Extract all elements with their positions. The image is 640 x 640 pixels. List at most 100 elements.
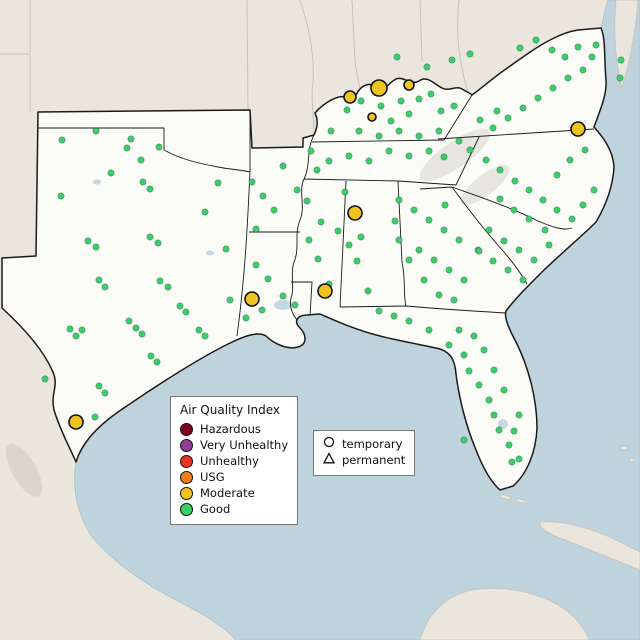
aqi-swatch-very-unhealthy bbox=[180, 438, 193, 452]
station-good bbox=[495, 426, 503, 434]
aqi-swatch-good bbox=[180, 502, 193, 516]
station-good bbox=[357, 97, 365, 105]
station-good bbox=[341, 188, 349, 196]
station-good bbox=[482, 156, 490, 164]
aqi-legend-item: Moderate bbox=[180, 485, 288, 501]
station-good bbox=[553, 171, 561, 179]
station-good bbox=[101, 389, 109, 397]
station-good bbox=[107, 169, 115, 177]
station-good bbox=[515, 246, 523, 254]
florida-keys bbox=[498, 494, 512, 500]
station-good bbox=[519, 104, 527, 112]
state-borders bbox=[38, 94, 595, 337]
station-good bbox=[357, 233, 365, 241]
station-good bbox=[395, 127, 403, 135]
station-moderate bbox=[317, 283, 333, 299]
station-good bbox=[137, 156, 145, 164]
station-good bbox=[153, 358, 161, 366]
aqi-legend-item: Good bbox=[180, 501, 288, 517]
station-good bbox=[505, 441, 513, 449]
station-good bbox=[510, 206, 518, 214]
station-good bbox=[460, 436, 468, 444]
station-good bbox=[435, 291, 443, 299]
station-good bbox=[353, 257, 361, 265]
station-good bbox=[588, 53, 596, 61]
station-good bbox=[393, 53, 401, 61]
permanent-triangle-icon bbox=[322, 452, 336, 468]
station-good bbox=[201, 208, 209, 216]
station-good bbox=[395, 196, 403, 204]
station-good bbox=[475, 381, 483, 389]
station-good bbox=[58, 136, 66, 144]
temporary-circle-icon bbox=[323, 436, 335, 452]
station-good bbox=[490, 366, 498, 374]
station-good bbox=[500, 386, 508, 394]
station-good bbox=[579, 201, 587, 209]
station-good bbox=[440, 153, 448, 161]
station-good bbox=[440, 226, 448, 234]
station-good bbox=[291, 301, 299, 309]
station-good bbox=[541, 226, 549, 234]
aqi-legend-item: USG bbox=[180, 469, 288, 485]
station-good bbox=[377, 102, 385, 110]
station-good bbox=[427, 90, 435, 98]
station-good bbox=[561, 53, 569, 61]
marker-legend-item-permanent: permanent bbox=[322, 452, 405, 468]
station-good bbox=[252, 225, 260, 233]
station-good bbox=[548, 46, 556, 54]
station-good bbox=[395, 236, 403, 244]
station-good bbox=[425, 216, 433, 224]
aqi-legend-item: Hazardous bbox=[180, 421, 288, 437]
station-good bbox=[156, 277, 164, 285]
aqi-legend-label: Good bbox=[200, 502, 231, 516]
station-good bbox=[530, 256, 538, 264]
station-good bbox=[375, 307, 383, 315]
station-good bbox=[92, 243, 100, 251]
station-good bbox=[579, 66, 587, 74]
station-good bbox=[445, 266, 453, 274]
station-good bbox=[201, 332, 209, 340]
station-good bbox=[226, 296, 234, 304]
lake-pontchartrain bbox=[274, 300, 292, 310]
station-good bbox=[176, 302, 184, 310]
station-good bbox=[455, 137, 463, 145]
station-good bbox=[57, 192, 65, 200]
station-good bbox=[138, 330, 146, 338]
station-good bbox=[616, 74, 624, 82]
station-good bbox=[545, 241, 553, 249]
station-good bbox=[391, 217, 399, 225]
aqi-swatch-usg bbox=[180, 470, 193, 484]
station-good bbox=[132, 324, 140, 332]
lake-okeechobee bbox=[498, 419, 508, 429]
station-good bbox=[84, 237, 92, 245]
station-good bbox=[475, 247, 483, 255]
station-good bbox=[303, 197, 311, 205]
station-good bbox=[415, 95, 423, 103]
station-good bbox=[66, 325, 74, 333]
appalachian-terrain bbox=[419, 128, 491, 182]
station-good bbox=[539, 196, 547, 204]
stations-layer bbox=[41, 36, 625, 466]
station-good bbox=[270, 206, 278, 214]
station-good bbox=[441, 201, 449, 209]
station-good bbox=[364, 287, 372, 295]
station-good bbox=[525, 215, 533, 223]
station-good bbox=[125, 317, 133, 325]
station-good bbox=[532, 36, 540, 44]
station-good bbox=[465, 367, 473, 375]
station-good bbox=[307, 147, 315, 155]
station-good bbox=[313, 166, 321, 174]
station-good bbox=[101, 283, 109, 291]
aqi-legend-label: Hazardous bbox=[200, 422, 261, 436]
mexico-terrain bbox=[5, 443, 43, 497]
outer-state-borders bbox=[0, 0, 469, 136]
station-good bbox=[410, 206, 418, 214]
station-good bbox=[317, 218, 325, 226]
station-good bbox=[195, 326, 203, 334]
station-good bbox=[415, 246, 423, 254]
station-good bbox=[485, 226, 493, 234]
station-moderate bbox=[347, 205, 363, 221]
station-good bbox=[95, 382, 103, 390]
